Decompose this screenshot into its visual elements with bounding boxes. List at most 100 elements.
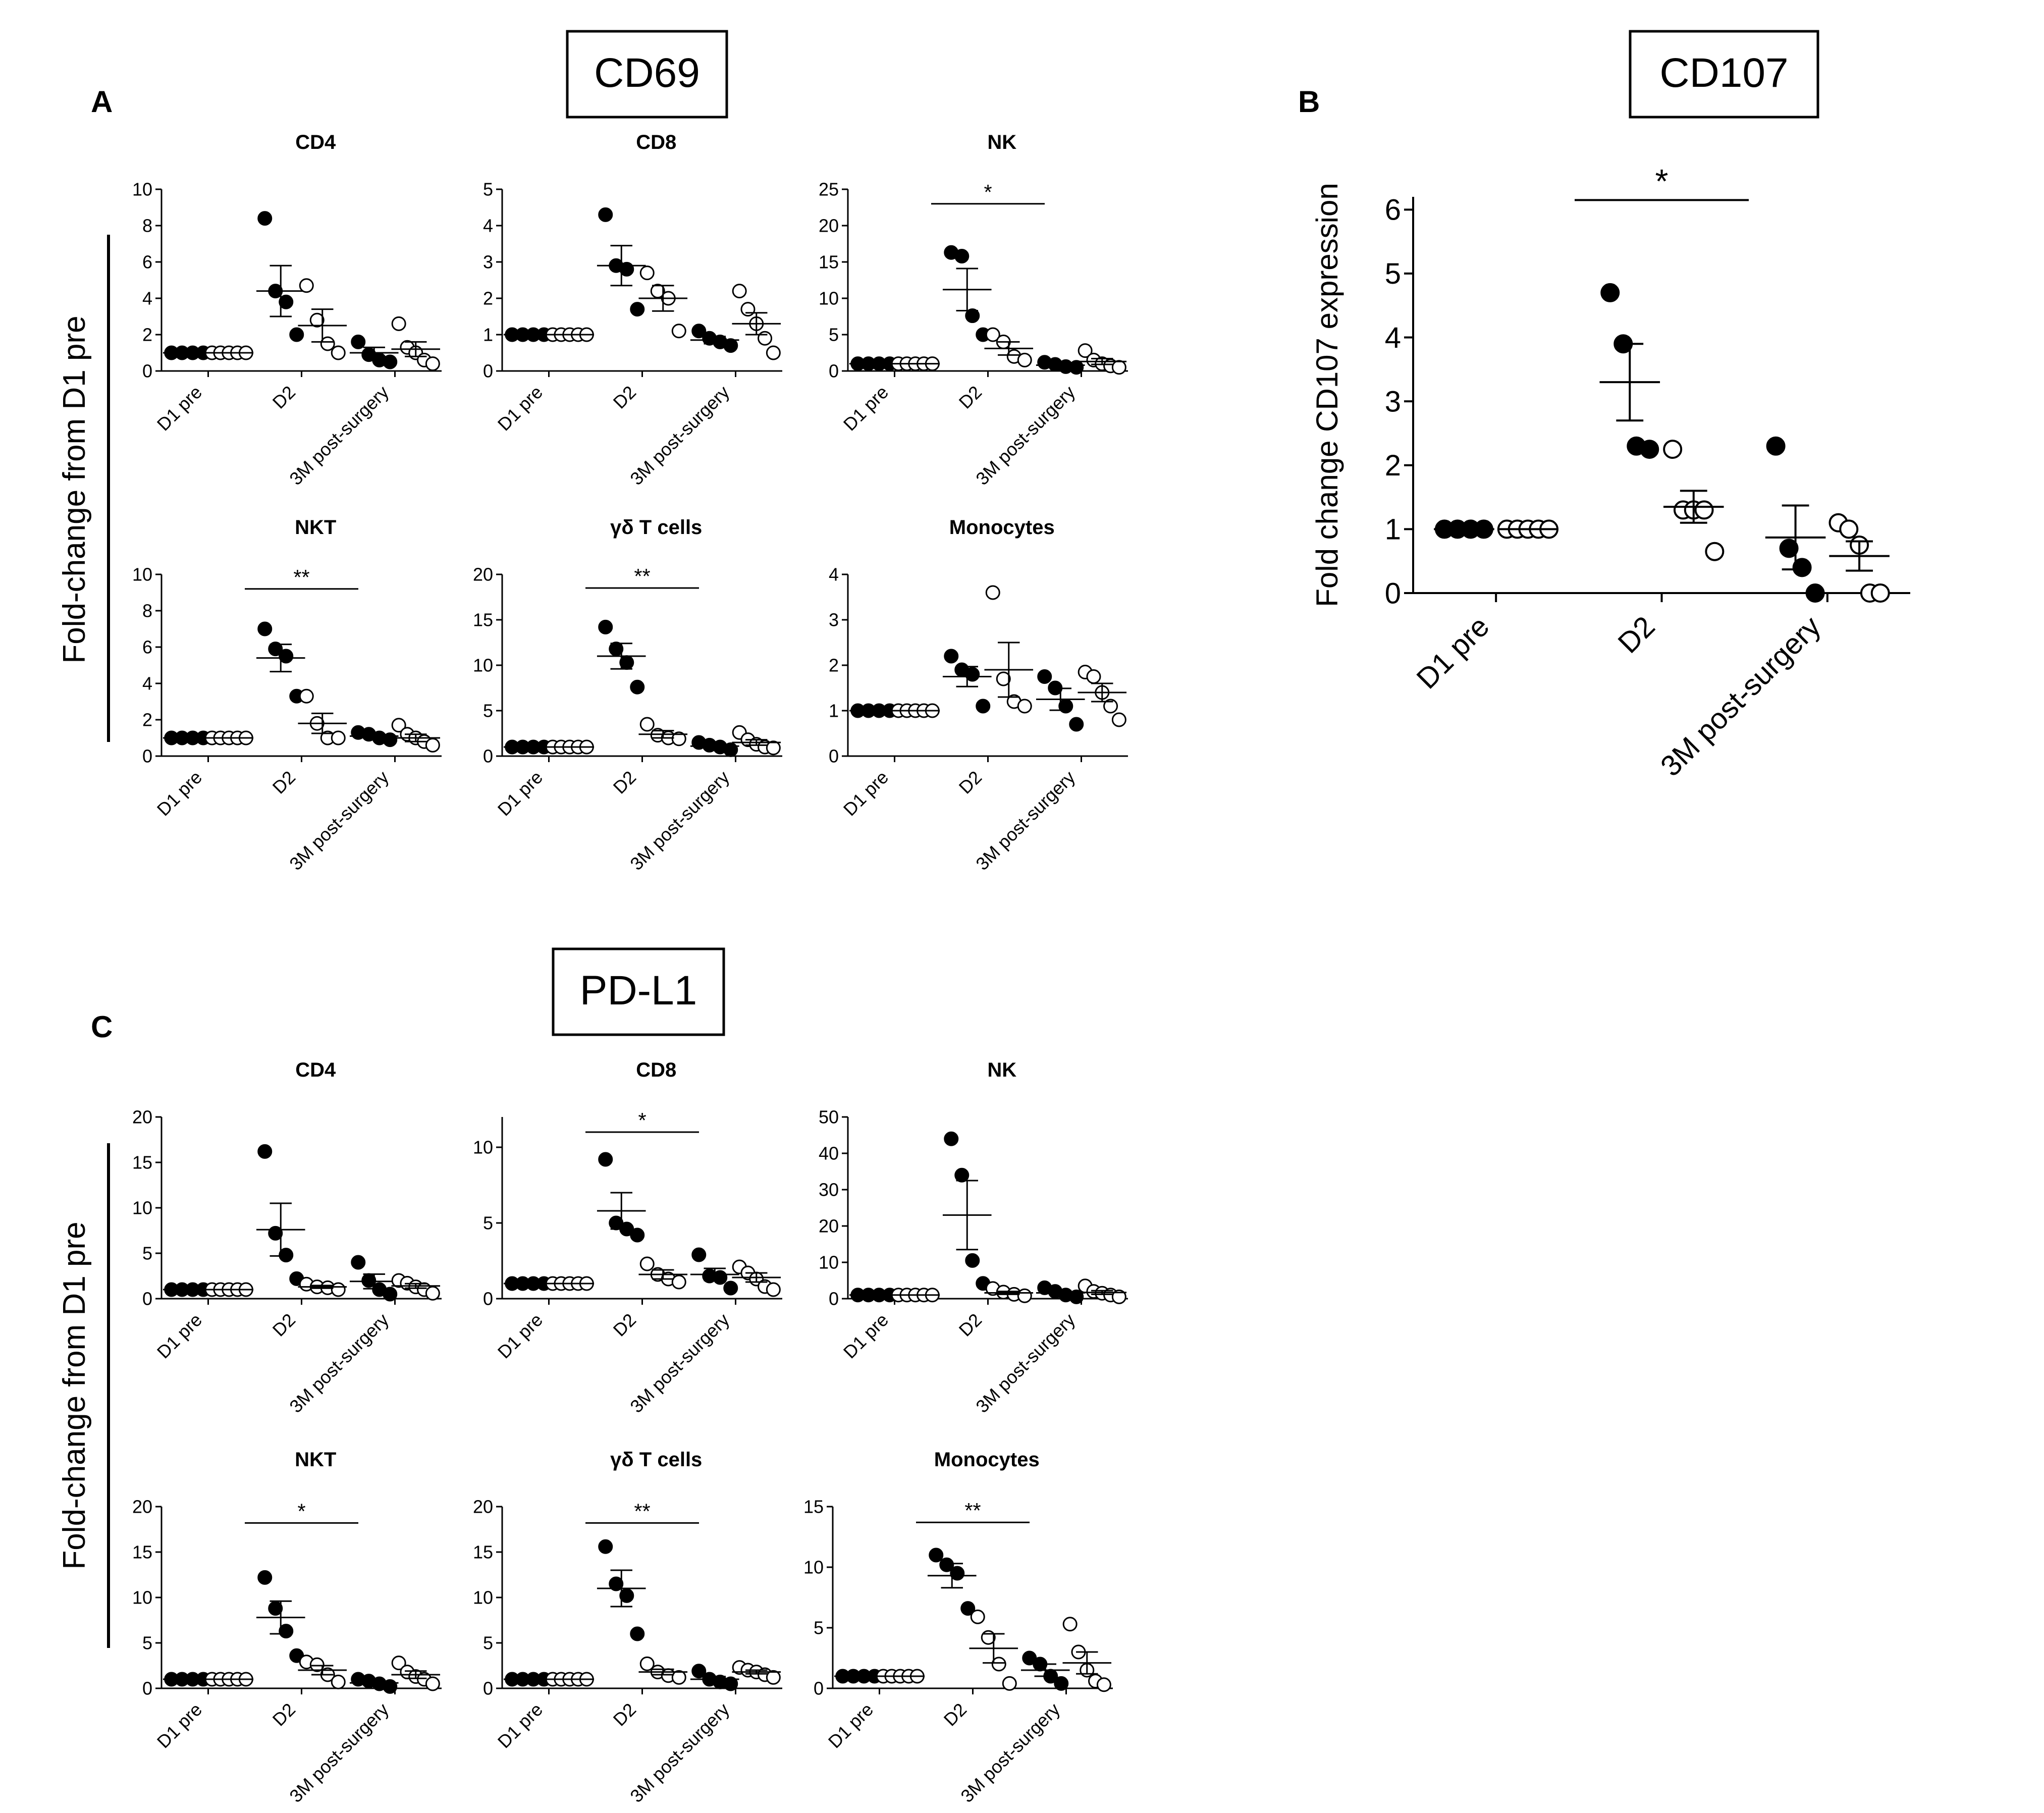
chart-title: NK [987, 1059, 1016, 1081]
open-point [331, 345, 346, 360]
chart-title: CD4 [295, 1059, 336, 1081]
chart-title: γδ T cells [610, 1449, 702, 1471]
y-tick-label: 20 [819, 216, 839, 236]
x-tick-label: 3M post-surgery [285, 1699, 393, 1806]
x-tick-label: 3M post-surgery [956, 1699, 1064, 1806]
panel-letter-b: B [1298, 85, 1320, 119]
y-tick-label: 0 [142, 1289, 152, 1309]
x-tick-label: D1 pre [494, 1699, 547, 1752]
y-tick-label: 4 [483, 216, 493, 236]
y-tick-label: 20 [132, 1107, 152, 1128]
y-tick-label: 0 [142, 361, 152, 382]
y-tick-label: 15 [803, 1497, 824, 1517]
x-tick-label: D2 [1611, 610, 1661, 659]
x-tick-label: 3M post-surgery [972, 1309, 1079, 1417]
filled-point [960, 1601, 976, 1616]
open-point [766, 1282, 781, 1297]
x-tick-label: D2 [609, 767, 640, 798]
cd69-title: CD69 [594, 50, 700, 96]
filled-point [630, 302, 645, 317]
x-tick-label: 3M post-surgery [626, 1309, 733, 1417]
y-tick-label: 2 [1385, 449, 1401, 482]
x-tick-label: D1 pre [153, 1699, 206, 1752]
open-point [766, 740, 781, 756]
filled-point [598, 207, 613, 222]
y-tick-label: 1 [483, 325, 493, 345]
open-point [985, 327, 1000, 342]
panel-letter-a: A [91, 85, 113, 119]
open-point [299, 688, 314, 704]
x-tick-label: D1 pre [494, 1309, 547, 1362]
open-point [991, 1657, 1006, 1672]
y-tick-label: 6 [142, 252, 152, 273]
filled-point [954, 248, 970, 263]
y-tick-label: 15 [473, 1542, 493, 1563]
filled-point [257, 211, 273, 226]
open-point [425, 356, 440, 371]
y-tick-label: 25 [819, 179, 839, 200]
filled-point [1600, 283, 1620, 302]
x-tick-label: D2 [268, 382, 300, 413]
filled-point [1805, 583, 1825, 603]
significance-label: * [297, 1500, 305, 1523]
y-tick-label: 4 [142, 288, 152, 309]
filled-point [279, 294, 294, 309]
chart-title: NK [987, 131, 1016, 153]
filled-point [289, 327, 304, 342]
y-tick-label: 10 [473, 1137, 493, 1158]
pdl1-title-box [552, 947, 725, 1036]
open-point [309, 312, 325, 328]
filled-point [1054, 1676, 1069, 1691]
y-tick-label: 3 [1385, 385, 1401, 418]
x-tick-label: D1 pre [153, 767, 206, 820]
y-tick-label: 0 [142, 1678, 152, 1699]
y-tick-label: 3 [829, 610, 839, 630]
y-tick-label: 20 [819, 1216, 839, 1237]
open-point [425, 1676, 440, 1691]
pdl1-ylabel: Fold-change from D1 pre [57, 1221, 92, 1569]
filled-point [965, 308, 980, 324]
y-tick-label: 10 [132, 1587, 152, 1608]
y-tick-label: 10 [132, 179, 152, 200]
x-tick-label: D2 [940, 1699, 971, 1730]
y-axis-label: Fold change CD107 expression [1310, 183, 1344, 607]
y-tick-label: 10 [473, 1587, 493, 1608]
y-tick-label: 6 [142, 637, 152, 658]
open-point [1078, 343, 1093, 358]
open-point [1839, 519, 1859, 539]
filled-point [383, 732, 398, 748]
filled-point [965, 667, 980, 682]
filled-point [383, 1287, 398, 1302]
open-point [1096, 1677, 1111, 1692]
open-point [1694, 500, 1714, 520]
filled-point [950, 1566, 965, 1581]
x-tick-label: D1 pre [494, 382, 547, 435]
chart-title: CD4 [295, 131, 336, 153]
x-tick-label: 3M post-surgery [285, 382, 393, 489]
y-tick-label: 0 [829, 1289, 839, 1309]
chart-title: CD8 [636, 1059, 676, 1081]
filled-point [691, 324, 707, 339]
y-tick-label: 20 [473, 1497, 493, 1517]
y-tick-label: 2 [829, 655, 839, 676]
y-tick-label: 0 [1385, 577, 1401, 610]
y-tick-label: 2 [483, 288, 493, 309]
open-point [1111, 712, 1126, 727]
open-point [331, 730, 346, 745]
filled-point [723, 742, 738, 757]
x-tick-label: D1 pre [153, 382, 206, 435]
significance-label: ** [964, 1499, 981, 1522]
open-point [766, 1670, 781, 1685]
open-point [1017, 352, 1032, 367]
open-point [320, 336, 335, 351]
filled-point [279, 1248, 294, 1263]
y-tick-label: 0 [814, 1678, 824, 1699]
filled-point [1640, 440, 1659, 459]
y-tick-label: 6 [1385, 194, 1401, 227]
y-tick-label: 50 [819, 1107, 839, 1128]
filled-point [976, 699, 991, 714]
